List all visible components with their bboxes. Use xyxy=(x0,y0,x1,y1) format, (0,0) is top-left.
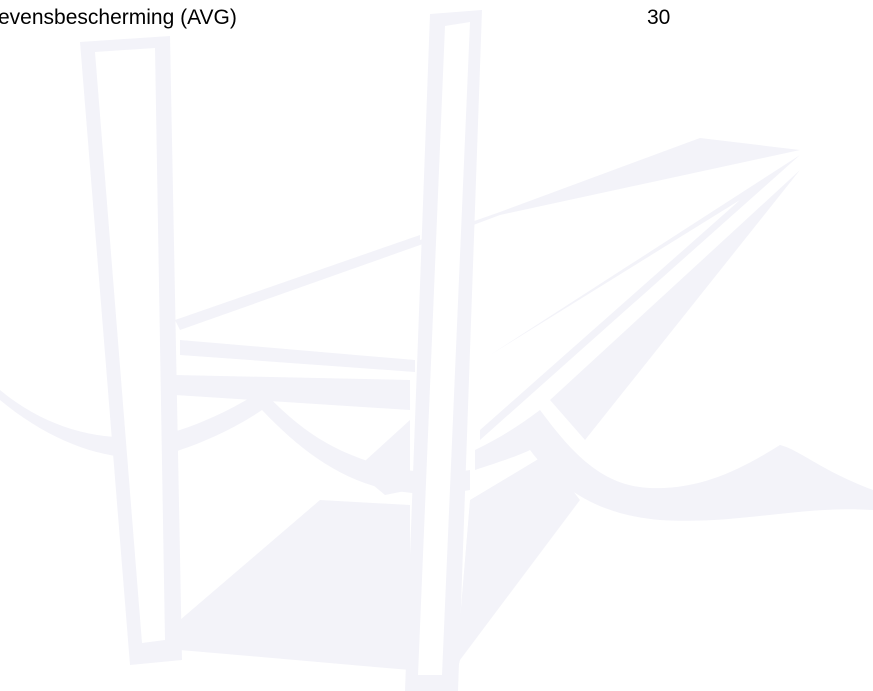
document-page: evensbescherming (AVG) 30 xyxy=(0,0,873,691)
toc-entry-page: 30 xyxy=(647,4,670,32)
toc-entry-title: evensbescherming (AVG) xyxy=(0,4,237,32)
watermark xyxy=(0,0,873,691)
